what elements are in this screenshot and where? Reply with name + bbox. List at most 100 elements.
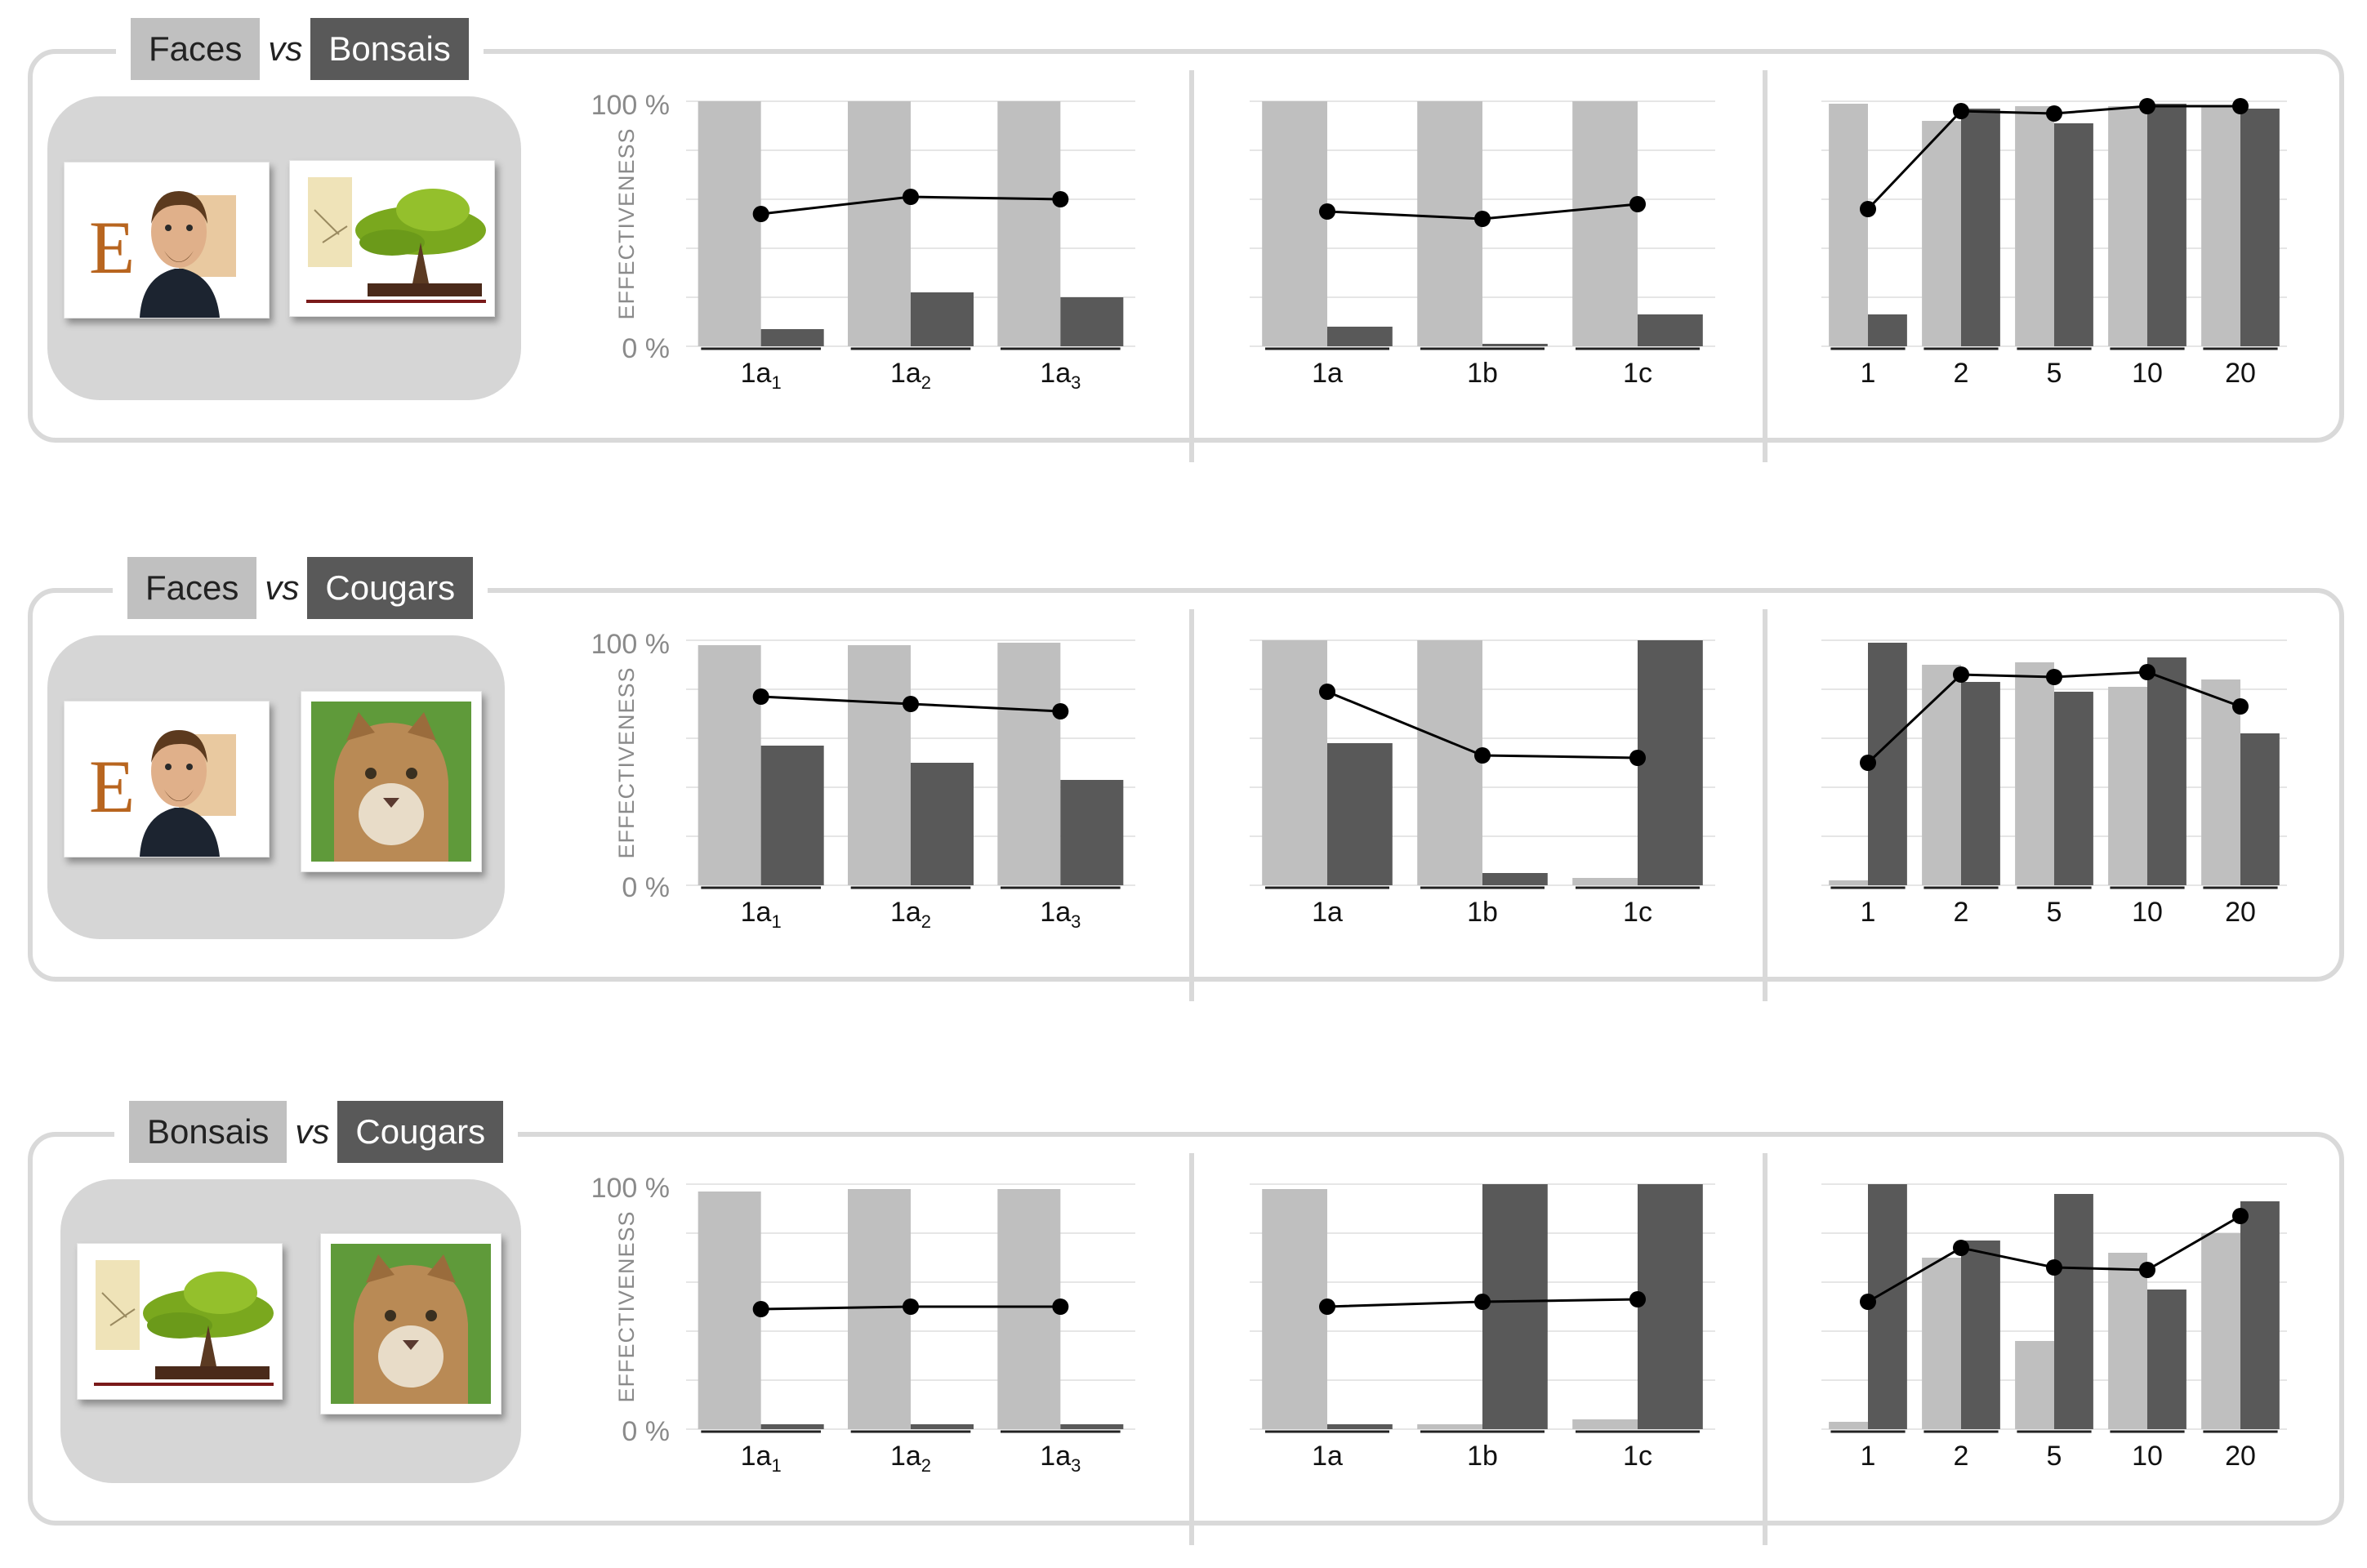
left-class-tag: Bonsais bbox=[129, 1101, 288, 1163]
line-point bbox=[1953, 103, 1969, 119]
cougar-photo bbox=[301, 691, 482, 872]
x-tick-label: 2 bbox=[1954, 1441, 1969, 1472]
comparison-row-2: Faces vs Cougars E bbox=[0, 557, 2367, 1001]
bar-light bbox=[848, 645, 911, 885]
bar-light bbox=[1572, 1419, 1638, 1429]
bar-dark bbox=[911, 763, 974, 885]
comparison-row-3: Bonsais vs Cougars bbox=[0, 1101, 2367, 1545]
x-tick-label: 5 bbox=[2047, 1441, 2062, 1472]
left-class-tag: Faces bbox=[131, 18, 261, 80]
example-images-panel bbox=[60, 1179, 521, 1483]
row-title: Faces vs Cougars bbox=[113, 557, 488, 619]
bar-light bbox=[2201, 106, 2240, 346]
bar-light bbox=[1262, 101, 1327, 346]
bar-light bbox=[698, 645, 761, 885]
chart-r2-c2: 1 2 5 10 20 bbox=[1821, 1183, 2287, 1472]
chart-r1-c0: 100 % 0 % EFFECTIVENESS 1a1 1a2 1a3 bbox=[591, 629, 1135, 932]
x-tick-label: 1a3 bbox=[1040, 1441, 1081, 1476]
right-class-tag: Cougars bbox=[337, 1101, 504, 1163]
line-point bbox=[2232, 98, 2249, 114]
bar-dark bbox=[1327, 327, 1393, 346]
bar-light bbox=[1262, 640, 1327, 885]
x-tick-label: 1c bbox=[1623, 897, 1652, 928]
x-tick-label: 10 bbox=[2132, 897, 2163, 928]
x-tick-label: 1c bbox=[1623, 358, 1652, 389]
vs-label: vs bbox=[265, 568, 300, 607]
chart-r0-c0: 100 % 0 % EFFECTIVENESS 1a1 1a2 1a3 bbox=[591, 90, 1135, 393]
bar-dark bbox=[1327, 1424, 1393, 1429]
bar-dark bbox=[1482, 1184, 1548, 1429]
example-images-panel: E bbox=[47, 635, 505, 939]
y-tick-label: 0 % bbox=[622, 1416, 670, 1447]
line-point bbox=[1629, 196, 1646, 212]
bar-dark bbox=[2240, 1201, 2280, 1429]
y-tick-label: 0 % bbox=[622, 872, 670, 903]
line-point bbox=[1860, 1294, 1876, 1310]
bar-light bbox=[1922, 665, 1961, 885]
bar-dark bbox=[1482, 873, 1548, 885]
x-tick-label: 20 bbox=[2225, 358, 2256, 389]
bar-light bbox=[997, 1189, 1061, 1429]
x-tick-label: 1 bbox=[1861, 358, 1876, 389]
chart-r0-c1: 1a 1b 1c bbox=[1250, 100, 1715, 389]
svg-text:E: E bbox=[89, 745, 135, 828]
bar-light bbox=[698, 1192, 761, 1429]
row-frame bbox=[28, 49, 2344, 443]
bar-dark bbox=[2240, 109, 2280, 346]
bar-dark bbox=[2054, 692, 2093, 885]
line-point bbox=[2139, 664, 2155, 680]
line-point bbox=[752, 206, 769, 222]
bar-dark bbox=[1638, 1184, 1703, 1429]
line-point bbox=[2139, 98, 2155, 114]
bar-dark bbox=[1638, 640, 1703, 885]
panel-divider bbox=[1763, 70, 1767, 462]
bar-light bbox=[1829, 104, 1868, 346]
line-point bbox=[1319, 1298, 1335, 1315]
comparison-row-1: Faces vs Bonsais E bbox=[0, 18, 2367, 462]
bar-dark bbox=[911, 1424, 974, 1429]
y-tick-label: 100 % bbox=[591, 1173, 670, 1204]
line-point bbox=[1474, 211, 1491, 227]
cougar-photo bbox=[320, 1233, 501, 1414]
bar-dark bbox=[1060, 1424, 1124, 1429]
line-point bbox=[1953, 666, 1969, 683]
line-point bbox=[752, 688, 769, 705]
line-point bbox=[2232, 698, 2249, 715]
line-point bbox=[1474, 747, 1491, 764]
bar-light bbox=[848, 101, 911, 346]
x-tick-label: 20 bbox=[2225, 897, 2256, 928]
x-tick-label: 1a bbox=[1312, 897, 1343, 928]
x-tick-label: 5 bbox=[2047, 897, 2062, 928]
bar-light bbox=[1262, 1189, 1327, 1429]
right-class-tag: Cougars bbox=[307, 557, 474, 619]
x-tick-label: 20 bbox=[2225, 1441, 2256, 1472]
panel-divider bbox=[1763, 609, 1767, 1001]
line-point bbox=[1474, 1294, 1491, 1310]
x-tick-label: 2 bbox=[1954, 358, 1969, 389]
line-point bbox=[1629, 750, 1646, 766]
line-point bbox=[1860, 755, 1876, 771]
x-tick-label: 1b bbox=[1467, 358, 1498, 389]
bar-dark bbox=[760, 1424, 824, 1429]
bar-dark bbox=[911, 292, 974, 346]
bar-dark bbox=[2054, 1194, 2093, 1429]
bar-dark bbox=[2147, 657, 2186, 885]
bar-light bbox=[2201, 679, 2240, 885]
bar-dark bbox=[2054, 123, 2093, 346]
y-tick-label: 0 % bbox=[622, 333, 670, 364]
example-images-panel: E bbox=[47, 96, 521, 400]
x-tick-label: 1a1 bbox=[741, 897, 782, 932]
bar-dark bbox=[1327, 743, 1393, 885]
vs-label: vs bbox=[268, 29, 303, 68]
line-point bbox=[752, 1301, 769, 1317]
left-class-tag: Faces bbox=[127, 557, 257, 619]
bonsai-photo bbox=[77, 1243, 283, 1400]
face-photo: E bbox=[64, 162, 270, 318]
line-point bbox=[2232, 1208, 2249, 1224]
x-tick-label: 1 bbox=[1861, 897, 1876, 928]
x-tick-label: 1a bbox=[1312, 358, 1343, 389]
bar-light bbox=[698, 101, 761, 346]
bar-dark bbox=[760, 329, 824, 346]
bar-dark bbox=[1868, 314, 1907, 346]
row-title: Bonsais vs Cougars bbox=[114, 1101, 519, 1163]
